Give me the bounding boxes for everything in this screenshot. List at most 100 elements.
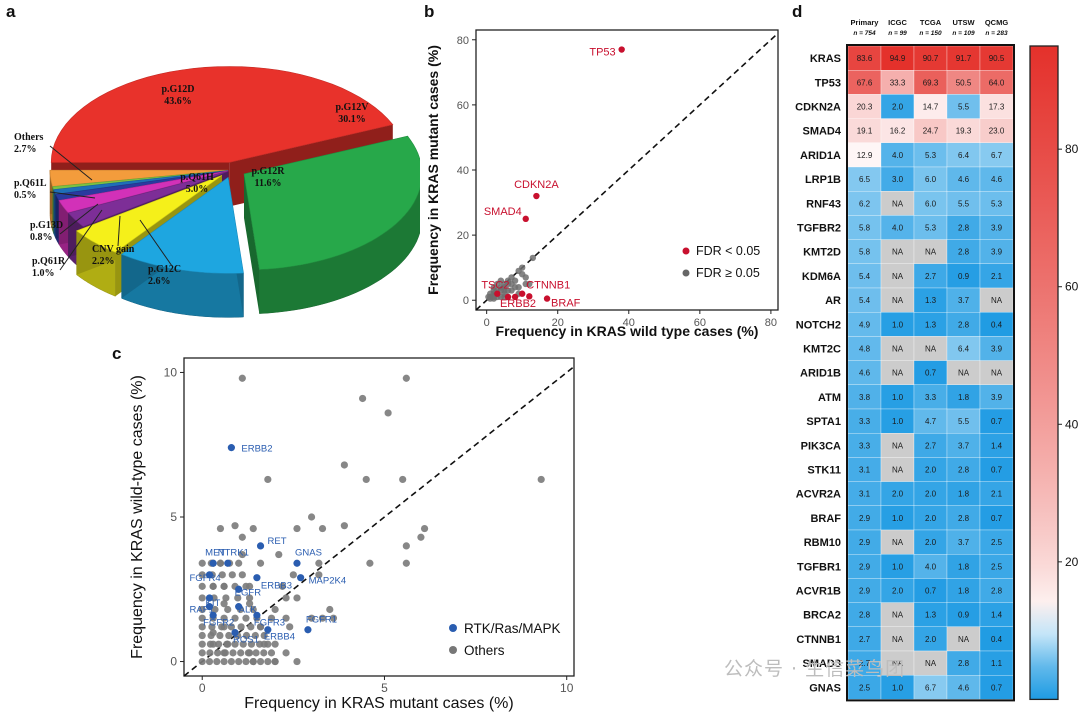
heatmap-cell-value: NA xyxy=(925,345,937,354)
heatmap-cell xyxy=(979,287,1014,313)
heatmap-cell-value: 2.8 xyxy=(958,320,970,329)
heatmap-cell-value: 19.3 xyxy=(956,127,972,136)
gene-label-ret: RET xyxy=(268,536,287,547)
heatmap-cell-value: 17.3 xyxy=(989,103,1005,112)
point-other xyxy=(246,649,254,657)
point-other xyxy=(249,605,257,614)
point-other xyxy=(402,559,410,567)
point-other xyxy=(293,657,301,666)
heatmap-cell xyxy=(946,650,981,676)
heatmap-cell-value: 5.4 xyxy=(859,296,871,305)
point-pathway-ntrk1 xyxy=(224,559,232,567)
heatmap-cell-value: 3.3 xyxy=(859,441,871,450)
heatmap-cell-value: 0.7 xyxy=(925,587,937,596)
point-pathway-fgfr3 xyxy=(253,611,261,619)
column-n: n = 283 xyxy=(985,30,1008,37)
gene-label-cdkn2a: CDKN2A xyxy=(514,179,559,191)
point-other xyxy=(198,571,206,579)
heatmap-cell-value: 2.7 xyxy=(859,635,871,644)
column-n: n = 754 xyxy=(853,30,876,37)
heatmap-cell-value: 1.3 xyxy=(925,611,937,620)
row-label-ctnnb1: CTNNB1 xyxy=(796,634,841,646)
colorbar-tick-label: 60 xyxy=(1065,280,1079,294)
heatmap-cell-value: 19.1 xyxy=(857,127,873,136)
heatmap-cell-value: 2.8 xyxy=(958,224,970,233)
point-fdr-sig-erbb2 xyxy=(504,293,512,301)
row-label-spta1: SPTA1 xyxy=(806,416,841,428)
heatmap-cell xyxy=(946,529,981,555)
heatmap-cell xyxy=(946,166,981,192)
heatmap-cell-value: 1.8 xyxy=(958,490,970,499)
x-tick-label: 10 xyxy=(560,681,574,695)
column-header: ICGC xyxy=(888,18,907,27)
point-fdr-ns xyxy=(526,280,533,288)
point-other xyxy=(208,623,216,631)
heatmap-cell xyxy=(913,70,948,95)
heatmap-cell-value: 5.5 xyxy=(958,103,970,112)
heatmap-cell xyxy=(913,675,948,700)
row-label-rnf43: RNF43 xyxy=(806,198,841,210)
heatmap-cell xyxy=(880,650,915,676)
colorbar-tick-label: 20 xyxy=(1065,555,1079,569)
point-other xyxy=(206,649,214,657)
point-other xyxy=(271,640,279,648)
gene-label-tp53: TP53 xyxy=(589,47,615,59)
heatmap-cell-value: 0.9 xyxy=(958,611,970,620)
point-fdr-sig xyxy=(511,293,519,301)
point-other xyxy=(220,623,228,631)
heatmap-cell xyxy=(946,336,981,361)
heatmap-cell xyxy=(979,457,1014,482)
point-other xyxy=(213,657,221,666)
gene-label-fgfr1: FGFR1 xyxy=(306,615,337,626)
heatmap-cell xyxy=(880,481,915,506)
point-fdr-sig-cdkn2a xyxy=(533,192,540,200)
point-other xyxy=(231,522,239,530)
point-other xyxy=(224,640,232,648)
legend-marker xyxy=(682,247,690,255)
heatmap-cell-value: 1.0 xyxy=(892,514,904,523)
heatmap-cell-value: 94.9 xyxy=(890,54,906,63)
heatmap-cell-value: 2.8 xyxy=(958,659,970,668)
heatmap-cell xyxy=(880,336,915,361)
heatmap-cell xyxy=(847,118,882,143)
heatmap-cell-value: NA xyxy=(991,369,1003,378)
point-other xyxy=(256,559,265,567)
heatmap-cell-value: 2.1 xyxy=(991,272,1003,281)
panel-label-b: b xyxy=(424,2,435,21)
point-other xyxy=(246,600,254,608)
heatmap-cell-value: 1.4 xyxy=(991,441,1003,450)
point-other xyxy=(256,623,265,631)
y-tick-label: 10 xyxy=(164,365,178,379)
heatmap-cell xyxy=(847,336,882,361)
heatmap-cell xyxy=(946,578,981,603)
heatmap-cell-value: 4.6 xyxy=(958,683,970,692)
heatmap-cell-value: 2.5 xyxy=(991,538,1003,547)
heatmap-cell xyxy=(979,336,1014,361)
row-label-arid1a: ARID1A xyxy=(800,150,841,162)
point-other xyxy=(246,594,254,602)
gene-label-alk: ALK xyxy=(239,605,258,616)
heatmap-cell xyxy=(913,287,948,313)
pie-leader-line xyxy=(59,209,103,271)
x-tick-label: 20 xyxy=(552,317,564,329)
heatmap-cell xyxy=(880,433,915,458)
point-fdr-ns xyxy=(529,254,537,262)
pie-leader-line xyxy=(139,219,173,267)
row-label-pik3ca: PIK3CA xyxy=(801,440,841,452)
point-fdr-ns xyxy=(522,274,529,281)
heatmap-cell xyxy=(880,384,915,410)
heatmap-cell xyxy=(847,675,882,700)
point-pathway-erbb4 xyxy=(264,626,272,634)
point-pathway-fgfr4 xyxy=(205,571,214,579)
heatmap-cell xyxy=(979,602,1014,627)
heatmap-cell xyxy=(880,70,915,95)
pie-leader-line xyxy=(117,215,121,247)
point-other xyxy=(242,657,250,666)
point-other xyxy=(249,657,257,666)
point-other xyxy=(247,623,255,631)
pie-value-p-g12d: 43.6% xyxy=(164,96,192,107)
heatmap-cell-value: 2.9 xyxy=(859,562,871,571)
heatmap-cell-value: 14.7 xyxy=(923,103,939,112)
gene-label-ntrk1: NTRK1 xyxy=(218,547,249,558)
point-other xyxy=(340,522,348,530)
